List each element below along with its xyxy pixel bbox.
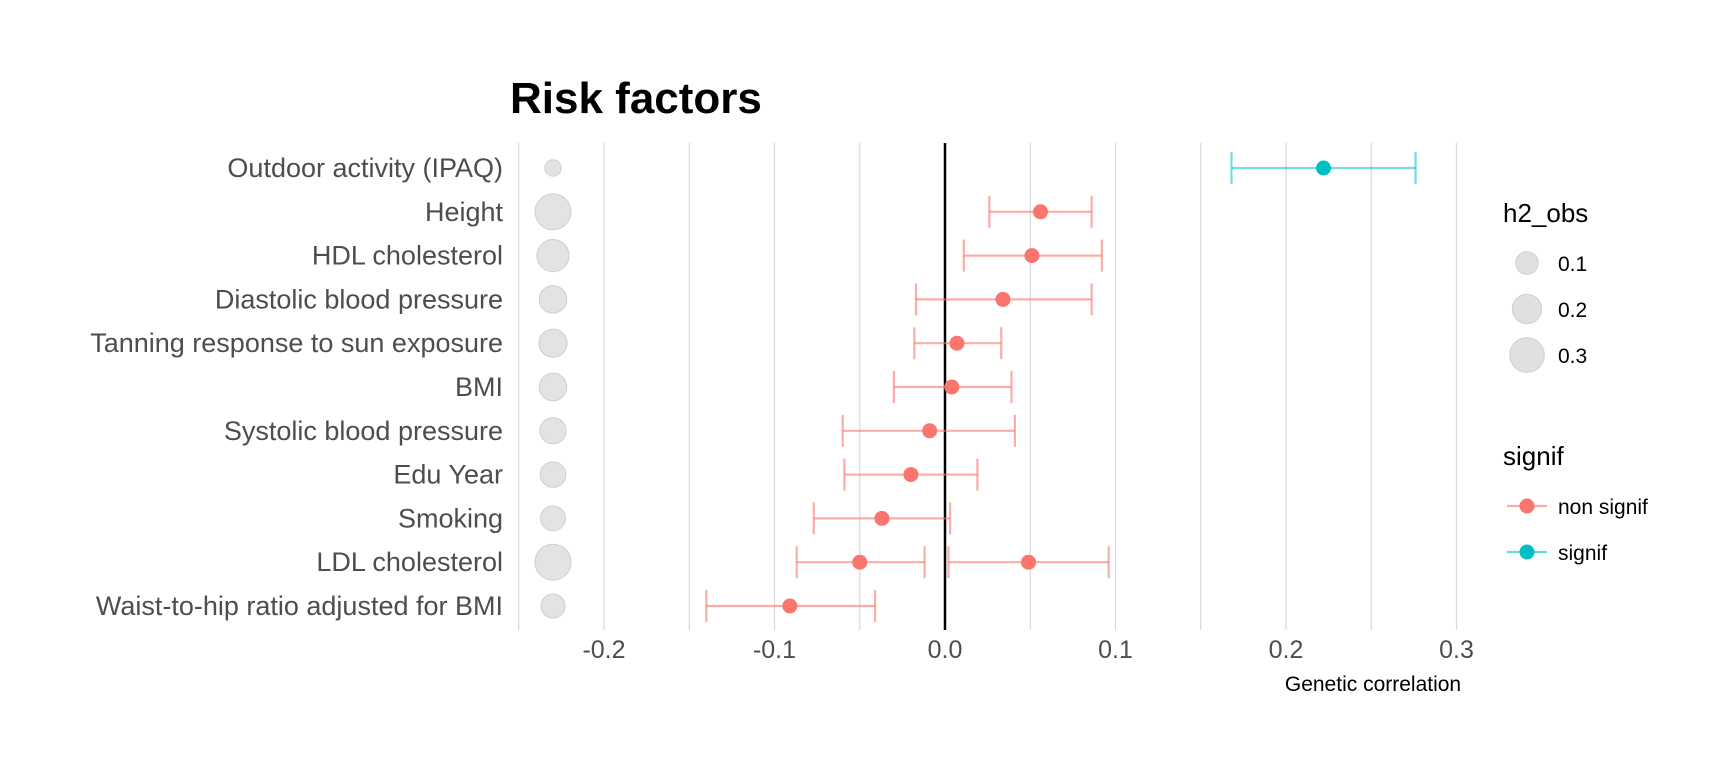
estimate-point — [922, 423, 937, 438]
x-tick-label: 0.3 — [1439, 636, 1474, 664]
h2-obs-circle — [539, 373, 567, 401]
y-tick-label: Smoking — [398, 503, 503, 533]
x-axis-label: Genetic correlation — [1285, 673, 1461, 696]
estimate-point — [995, 292, 1010, 307]
estimate-point — [1316, 161, 1331, 176]
x-tick-label: 0.1 — [1098, 636, 1133, 664]
legend-size-title: h2_obs — [1503, 198, 1588, 228]
y-tick-label: Waist-to-hip ratio adjusted for BMI — [96, 591, 503, 621]
y-tick-label: LDL cholesterol — [316, 547, 503, 577]
h2-obs-circle — [539, 286, 567, 314]
legend-color-label: non signif — [1558, 496, 1648, 519]
h2-obs-circle — [537, 240, 569, 272]
estimate-points — [782, 161, 1331, 614]
estimate-point — [903, 467, 918, 482]
h2-obs-circle — [541, 594, 565, 618]
legend-size-label: 0.1 — [1558, 253, 1587, 276]
estimate-point — [782, 599, 797, 614]
x-tick-label: -0.2 — [582, 636, 625, 664]
y-axis-labels: Outdoor activity (IPAQ) Height HDL cholest… — [90, 153, 503, 621]
y-tick-label: BMI — [455, 372, 503, 402]
y-tick-label: Diastolic blood pressure — [215, 284, 503, 314]
h2-obs-size-column — [535, 160, 571, 618]
legend-size-key — [1510, 338, 1545, 373]
estimate-point — [1021, 555, 1036, 570]
x-axis-ticks: -0.2 -0.1 0.0 0.1 0.2 0.3 — [582, 636, 1473, 664]
estimate-point — [852, 555, 867, 570]
legend-color-label: signif — [1558, 542, 1607, 565]
y-tick-label: HDL cholesterol — [312, 241, 503, 271]
estimate-point — [1024, 248, 1039, 263]
legend-size-label: 0.3 — [1558, 345, 1587, 368]
h2-obs-circle — [539, 329, 567, 357]
legend-color-key-point — [1520, 499, 1535, 514]
h2-obs-circle — [535, 544, 571, 580]
y-tick-label: Systolic blood pressure — [224, 416, 503, 446]
estimate-point — [874, 511, 889, 526]
legend-signif: signif non signif signif — [1503, 441, 1648, 565]
h2-obs-circle — [535, 194, 571, 230]
x-tick-label: 0.2 — [1269, 636, 1304, 664]
h2-obs-circle — [545, 160, 561, 176]
estimate-point — [949, 336, 964, 351]
legend-color-title: signif — [1503, 441, 1564, 471]
y-tick-label: Outdoor activity (IPAQ) — [227, 153, 503, 183]
legend-size-key — [1516, 252, 1539, 275]
y-tick-label: Height — [425, 197, 504, 227]
error-bars — [706, 152, 1415, 622]
legend-size-label: 0.2 — [1558, 299, 1587, 322]
estimate-point — [1033, 204, 1048, 219]
y-tick-label: Tanning response to sun exposure — [90, 328, 503, 358]
h2-obs-circle — [540, 418, 566, 444]
x-tick-label: 0.0 — [928, 636, 963, 664]
x-tick-label: -0.1 — [753, 636, 796, 664]
h2-obs-circle — [541, 506, 566, 531]
h2-obs-circle — [540, 462, 566, 488]
y-tick-label: Edu Year — [393, 460, 503, 490]
legend-size-key — [1512, 294, 1541, 323]
legend-color-key-point — [1520, 545, 1535, 560]
estimate-point — [944, 380, 959, 395]
chart-title: Risk factors — [510, 74, 762, 123]
legend-h2-obs: h2_obs 0.1 0.2 0.3 — [1503, 198, 1588, 372]
